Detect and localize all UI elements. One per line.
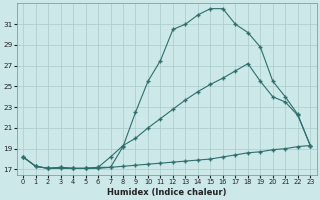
X-axis label: Humidex (Indice chaleur): Humidex (Indice chaleur) bbox=[107, 188, 227, 197]
